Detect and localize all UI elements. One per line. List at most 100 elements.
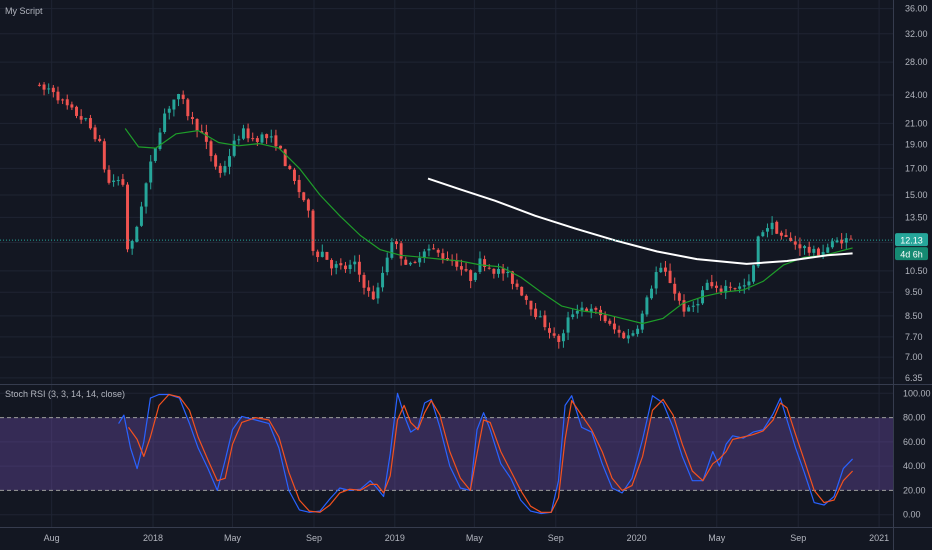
rsi-axis-label: 100.00 <box>903 388 931 398</box>
candle-body <box>659 267 663 273</box>
candle <box>339 258 343 270</box>
candle-body <box>510 271 514 284</box>
candle <box>803 244 807 255</box>
price-axis-label: 17.00 <box>905 163 928 173</box>
candle <box>552 327 556 339</box>
candle-body <box>135 226 139 242</box>
candle <box>265 133 269 144</box>
candle <box>177 93 181 107</box>
candle <box>130 240 134 255</box>
price-axis-label: 36.00 <box>905 4 928 14</box>
candle <box>603 311 607 323</box>
candle-body <box>255 138 259 142</box>
price-axis-label: 8.50 <box>905 311 923 321</box>
candle-body <box>464 269 468 271</box>
price-axis-label: 7.70 <box>905 332 923 342</box>
candle <box>798 237 802 256</box>
candle-body <box>177 93 181 100</box>
candle <box>719 285 723 295</box>
candle <box>529 300 533 316</box>
candle-body <box>126 184 130 250</box>
candle <box>575 304 579 319</box>
candle-body <box>316 251 320 258</box>
candle-body <box>742 285 746 287</box>
candle <box>288 164 292 171</box>
candle <box>348 259 352 274</box>
candle-body <box>506 271 510 273</box>
candle <box>362 272 366 295</box>
candle-body <box>306 199 310 211</box>
candle-body <box>149 161 153 183</box>
price-axis-label: 21.00 <box>905 118 928 128</box>
candle <box>404 256 408 265</box>
candle <box>135 225 139 243</box>
grid-lines <box>0 0 893 528</box>
candle-body <box>37 84 41 86</box>
candle-body <box>580 307 584 311</box>
price-axis-label: 19.00 <box>905 140 928 150</box>
candle <box>209 139 213 162</box>
candle-body <box>548 328 551 333</box>
candle-body <box>501 268 505 274</box>
candle-body <box>557 335 561 342</box>
candle <box>724 280 728 300</box>
candle <box>121 173 125 187</box>
time-axis-label: 2021 <box>869 533 889 543</box>
candle <box>241 124 245 141</box>
candle-body <box>830 241 834 248</box>
candle-body <box>552 333 556 336</box>
candle-body <box>622 332 626 339</box>
candle <box>334 260 338 275</box>
candle-body <box>543 315 547 328</box>
candle <box>98 135 102 143</box>
stoch-rsi-k-line <box>118 392 854 515</box>
candle <box>761 230 765 238</box>
price-axis-label: 10.50 <box>905 266 928 276</box>
candle-body <box>626 335 630 339</box>
candle-body <box>279 145 283 149</box>
candle-body <box>362 274 366 288</box>
candle <box>487 264 491 270</box>
candle-body <box>803 246 807 249</box>
candle <box>186 97 190 121</box>
candle <box>144 182 148 214</box>
candle <box>84 117 88 122</box>
candle-body <box>139 206 143 226</box>
moving-average-long-line <box>427 177 853 265</box>
candle <box>381 266 385 292</box>
price-axis-label: 13.50 <box>905 212 928 222</box>
candle-body <box>663 267 667 272</box>
candle-body <box>330 260 334 269</box>
time-axis-label: Sep <box>306 533 322 543</box>
candle-body <box>223 166 227 173</box>
candle-body <box>561 333 565 342</box>
candle <box>770 216 774 235</box>
rsi-axis-label: 40.00 <box>903 461 926 471</box>
candle <box>492 268 496 279</box>
price-axis-label: 32.00 <box>905 29 928 39</box>
candle <box>139 201 143 227</box>
candle-body <box>608 320 612 324</box>
candle <box>56 86 60 104</box>
candle <box>413 260 417 264</box>
candle <box>691 301 695 313</box>
candle <box>677 291 681 305</box>
candle-body <box>357 261 361 275</box>
candle <box>561 329 565 348</box>
candle-body <box>214 155 218 167</box>
candle <box>543 310 547 331</box>
candle-body <box>747 281 751 286</box>
candle-body <box>682 300 686 312</box>
candle-body <box>195 118 199 131</box>
candle <box>385 252 389 276</box>
candle-body <box>432 248 436 250</box>
candle-body <box>594 307 598 310</box>
time-axis-label: May <box>466 533 484 543</box>
candle-body <box>520 286 524 296</box>
rsi-axis-label: 60.00 <box>903 437 926 447</box>
candle <box>223 160 227 176</box>
candle <box>779 230 783 240</box>
rsi-axis-label: 0.00 <box>903 510 921 520</box>
candle-body <box>302 192 306 201</box>
